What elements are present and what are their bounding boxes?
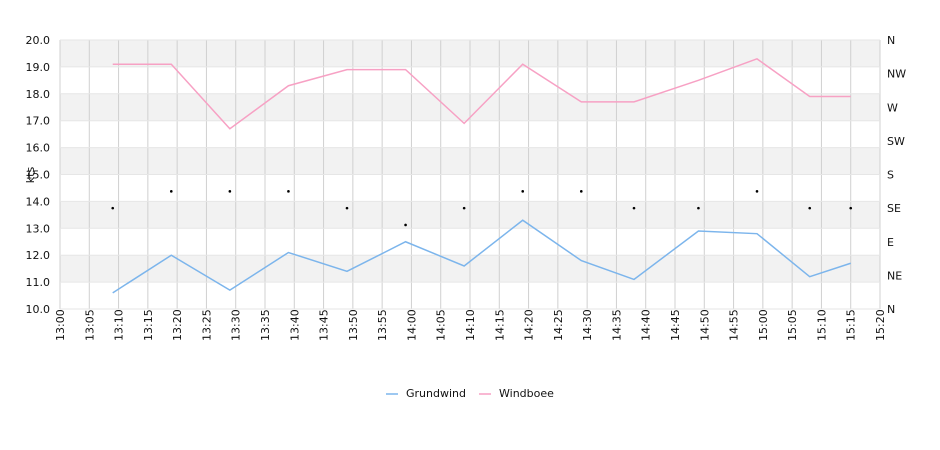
x-tick-label: 13:35 — [259, 309, 272, 341]
y-tick-label: 13.0 — [26, 222, 51, 235]
direction-point — [228, 190, 232, 193]
right-axis-label: W — [887, 101, 898, 114]
y-axis-label: kts — [24, 167, 37, 184]
x-tick-label: 13:20 — [171, 309, 184, 341]
direction-point — [111, 206, 115, 210]
y-tick-label: 12.0 — [26, 249, 51, 262]
x-tick-label: 13:40 — [288, 309, 301, 341]
x-tick-label: 13:45 — [318, 309, 331, 341]
x-tick-label: 13:50 — [347, 309, 360, 341]
x-tick-label: 14:25 — [552, 309, 565, 341]
right-axis-label: SE — [887, 202, 901, 215]
legend-label: Windboee — [499, 387, 554, 400]
direction-point — [632, 206, 636, 210]
y-tick-label: 19.0 — [26, 61, 51, 74]
direction-point — [287, 190, 290, 193]
right-axis-label: NW — [887, 68, 906, 81]
horizontal-gridlines — [60, 39, 880, 310]
right-axis-label: E — [887, 236, 894, 249]
series-line-windboee — [112, 57, 851, 130]
x-tick-label: 14:30 — [581, 309, 594, 341]
y-tick-label: 10.0 — [26, 303, 51, 316]
x-tick-label: 13:05 — [83, 309, 96, 341]
direction-point — [462, 206, 466, 210]
x-tick-label: 13:10 — [113, 309, 126, 341]
direction-point — [169, 190, 173, 193]
x-tick-label: 15:00 — [757, 309, 770, 341]
direction-point — [697, 206, 700, 210]
legend: Grundwind Windboee — [386, 387, 554, 400]
x-tick-label: 14:50 — [698, 309, 711, 341]
x-tick-label: 14:40 — [640, 309, 653, 341]
y-tick-label: 14.0 — [26, 195, 51, 208]
x-tick-label: 14:55 — [728, 309, 741, 341]
right-axis-ticks: N NE E SE S SW W NW N — [887, 34, 906, 316]
y-tick-label: 16.0 — [26, 142, 51, 155]
right-axis-label: S — [887, 169, 894, 182]
x-tick-label: 13:30 — [230, 309, 243, 341]
legend-label: Grundwind — [406, 387, 466, 400]
x-tick-label: 13:25 — [200, 309, 213, 341]
y-tick-label: 11.0 — [26, 276, 51, 289]
x-axis-ticks: 13:00 13:05 13:10 13:15 13:20 13:25 13:30 13:35… — [54, 309, 887, 341]
x-tick-label: 15:10 — [815, 309, 828, 341]
x-tick-label: 15:05 — [786, 309, 799, 341]
x-tick-label: 13:00 — [54, 309, 67, 341]
direction-point — [755, 190, 759, 193]
direction-point — [808, 206, 812, 210]
direction-point — [521, 190, 525, 193]
x-tick-label: 14:35 — [610, 309, 623, 341]
series-lines — [112, 57, 851, 294]
x-tick-label: 13:15 — [142, 309, 155, 341]
x-tick-label: 14:15 — [493, 309, 506, 341]
direction-point — [345, 206, 349, 210]
direction-point — [849, 206, 853, 210]
right-axis-label: NE — [887, 269, 902, 282]
direction-point — [579, 190, 583, 193]
x-tick-label: 15:15 — [845, 309, 858, 341]
x-tick-label: 14:45 — [669, 309, 682, 341]
y-tick-label: 20.0 — [26, 34, 51, 47]
right-axis-label: N — [887, 303, 895, 316]
y-tick-label: 17.0 — [26, 115, 51, 128]
x-tick-label: 14:10 — [464, 309, 477, 341]
x-tick-label: 14:00 — [405, 309, 418, 341]
direction-point — [404, 223, 407, 227]
x-tick-label: 15:20 — [874, 309, 887, 341]
x-tick-label: 14:20 — [523, 309, 536, 341]
right-axis-label: N — [887, 34, 895, 47]
x-tick-label: 13:55 — [376, 309, 389, 341]
direction-points — [111, 190, 853, 227]
series-line-grundwind — [112, 219, 851, 294]
y-tick-label: 18.0 — [26, 88, 51, 101]
y-axis-ticks: 10.0 11.0 12.0 13.0 14.0 15.0 16.0 17.0 18.0 19.0… — [26, 34, 51, 316]
x-tick-label: 14:05 — [435, 309, 448, 341]
right-axis-label: SW — [887, 135, 905, 148]
y-tick-label: 15.0 — [26, 169, 51, 182]
